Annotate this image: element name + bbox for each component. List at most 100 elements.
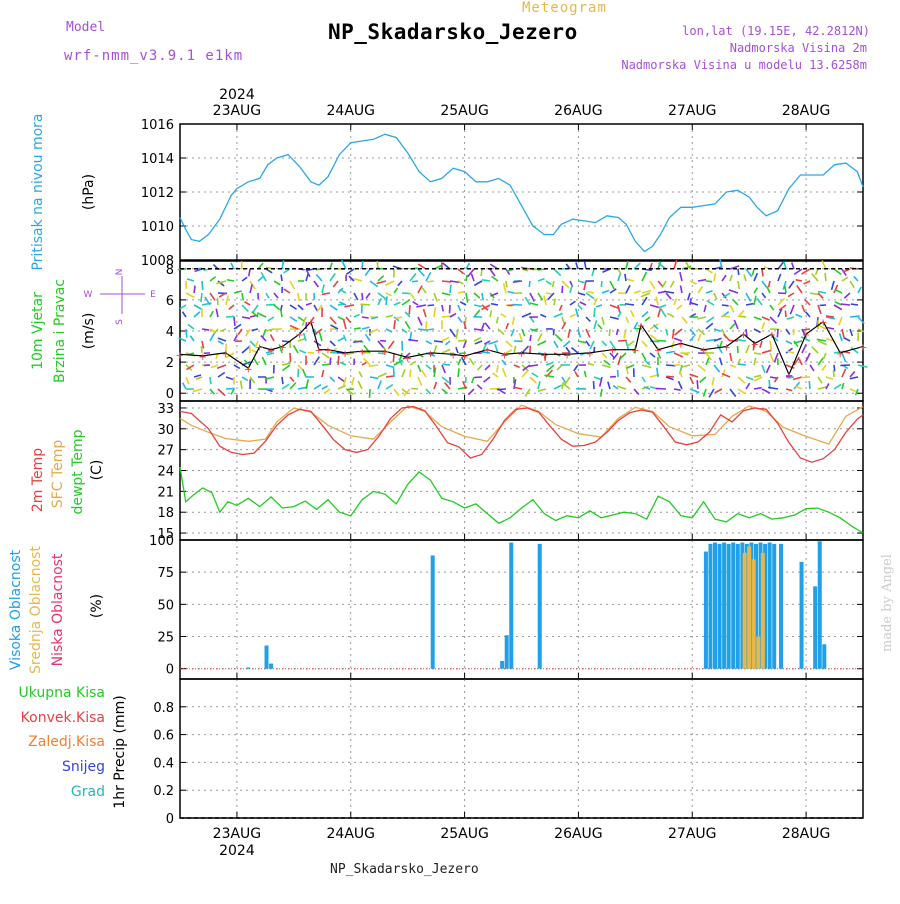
wind-speed-point: + — [836, 349, 844, 360]
wind-arrow — [787, 351, 794, 353]
wind-speed-point: + — [358, 347, 366, 358]
wind-arrow — [290, 353, 291, 362]
wind-arrow — [762, 293, 766, 298]
wind-arrow — [484, 377, 490, 382]
wind-arrow — [210, 293, 215, 300]
wind-arrow — [298, 293, 299, 301]
wind-arrow — [354, 279, 362, 281]
wind-arrow — [242, 377, 248, 381]
wind-arrow — [322, 370, 324, 377]
wind-arrow — [405, 321, 410, 329]
wind-arrow — [642, 341, 647, 347]
wind-arrow — [785, 286, 786, 293]
wind-arrow — [220, 329, 226, 331]
wind-arrow — [522, 329, 525, 336]
wind-arrow — [661, 309, 666, 317]
precip-legend-2: Konvek.Kisa — [21, 710, 105, 726]
wind-arrow — [554, 385, 562, 389]
wind-arrow — [706, 281, 712, 282]
wind-arrow — [794, 269, 802, 274]
y-tick-label: 8 — [166, 263, 174, 278]
wind-arrow — [306, 303, 312, 305]
wind-arrow — [604, 360, 610, 365]
wind-arrow — [784, 262, 786, 269]
wind-arrow — [394, 389, 399, 396]
wind-unit: (m/s) — [81, 313, 97, 350]
wind-speed-point: + — [586, 349, 594, 360]
wind-arrow — [673, 329, 674, 339]
wind-arrow — [762, 281, 767, 287]
wind-arrow — [242, 277, 247, 281]
wind-arrow — [818, 305, 821, 314]
wind-arrow — [340, 362, 346, 365]
wind-arrow — [513, 317, 514, 325]
wind-arrow — [617, 329, 618, 335]
wind-arrow — [698, 329, 705, 335]
wind-arrow — [266, 329, 274, 331]
wind-arrow — [588, 364, 594, 365]
wind-arrow — [217, 298, 218, 305]
wind-arrow — [624, 329, 626, 338]
wind-arrow — [594, 308, 595, 317]
mid-cloud-bar — [747, 546, 751, 668]
wind-arrow — [281, 275, 282, 281]
wind-arrow — [842, 329, 844, 337]
wind-arrow — [610, 289, 616, 293]
wind-arrow — [786, 341, 792, 344]
wind-arrow — [706, 291, 713, 293]
x-tick-label-top: 25AUG — [440, 103, 489, 119]
y-tick-label: 1014 — [141, 152, 174, 167]
wind-arrow — [844, 338, 850, 341]
wind-arrow — [786, 389, 792, 391]
wind-arrow — [474, 338, 481, 341]
wind-arrow — [303, 369, 306, 377]
wind-arrow — [226, 316, 235, 317]
watermark: made by Angel — [880, 554, 895, 652]
x-tick-label-bottom: 26AUG — [554, 826, 603, 842]
wind-arrow — [530, 377, 537, 383]
wind-speed-point: + — [739, 330, 747, 341]
wind-arrow — [252, 329, 258, 331]
x-tick-label-bottom: 28AUG — [782, 826, 831, 842]
wind-arrow — [812, 347, 818, 353]
wind-arrow — [834, 305, 842, 310]
wind-arrow — [674, 299, 676, 305]
wind-arrow — [330, 377, 335, 382]
wind-arrow — [627, 279, 634, 281]
wind-ylabel-2: Brzina i Pravac — [52, 279, 68, 383]
wind-arrow — [690, 298, 691, 305]
wind-arrow — [250, 284, 252, 293]
wind-arrow — [514, 346, 516, 353]
wind-arrow — [770, 341, 771, 350]
wind-arrow — [738, 281, 739, 289]
wind-arrow — [666, 329, 668, 336]
wind-arrow — [770, 353, 774, 362]
wind-arrow — [804, 299, 810, 305]
wind-arrow — [418, 269, 424, 276]
wind-arrow — [844, 293, 850, 298]
wind-arrow — [242, 293, 243, 300]
high-cloud-bar — [704, 552, 708, 669]
wind-arrow — [218, 389, 225, 396]
wind-arrow — [834, 269, 841, 274]
compass-east: E — [150, 290, 156, 300]
wind-arrow — [658, 305, 666, 308]
wind-arrow — [601, 281, 602, 287]
wind-arrow — [762, 317, 770, 320]
wind-arrow — [386, 329, 392, 332]
wind-arrow — [393, 353, 394, 362]
wind-arrow — [442, 281, 451, 282]
wind-arrow — [690, 389, 699, 392]
wind-arrow — [238, 329, 242, 335]
wind-arrow — [724, 334, 730, 341]
wind-arrow — [809, 381, 810, 389]
wind-arrow — [816, 269, 818, 275]
wind-arrow — [626, 365, 634, 368]
wind-arrow — [698, 365, 705, 371]
wind-arrow — [302, 317, 306, 326]
wind-arrow — [650, 281, 655, 289]
wind-arrow — [338, 317, 345, 320]
wind-arrow — [802, 305, 805, 312]
